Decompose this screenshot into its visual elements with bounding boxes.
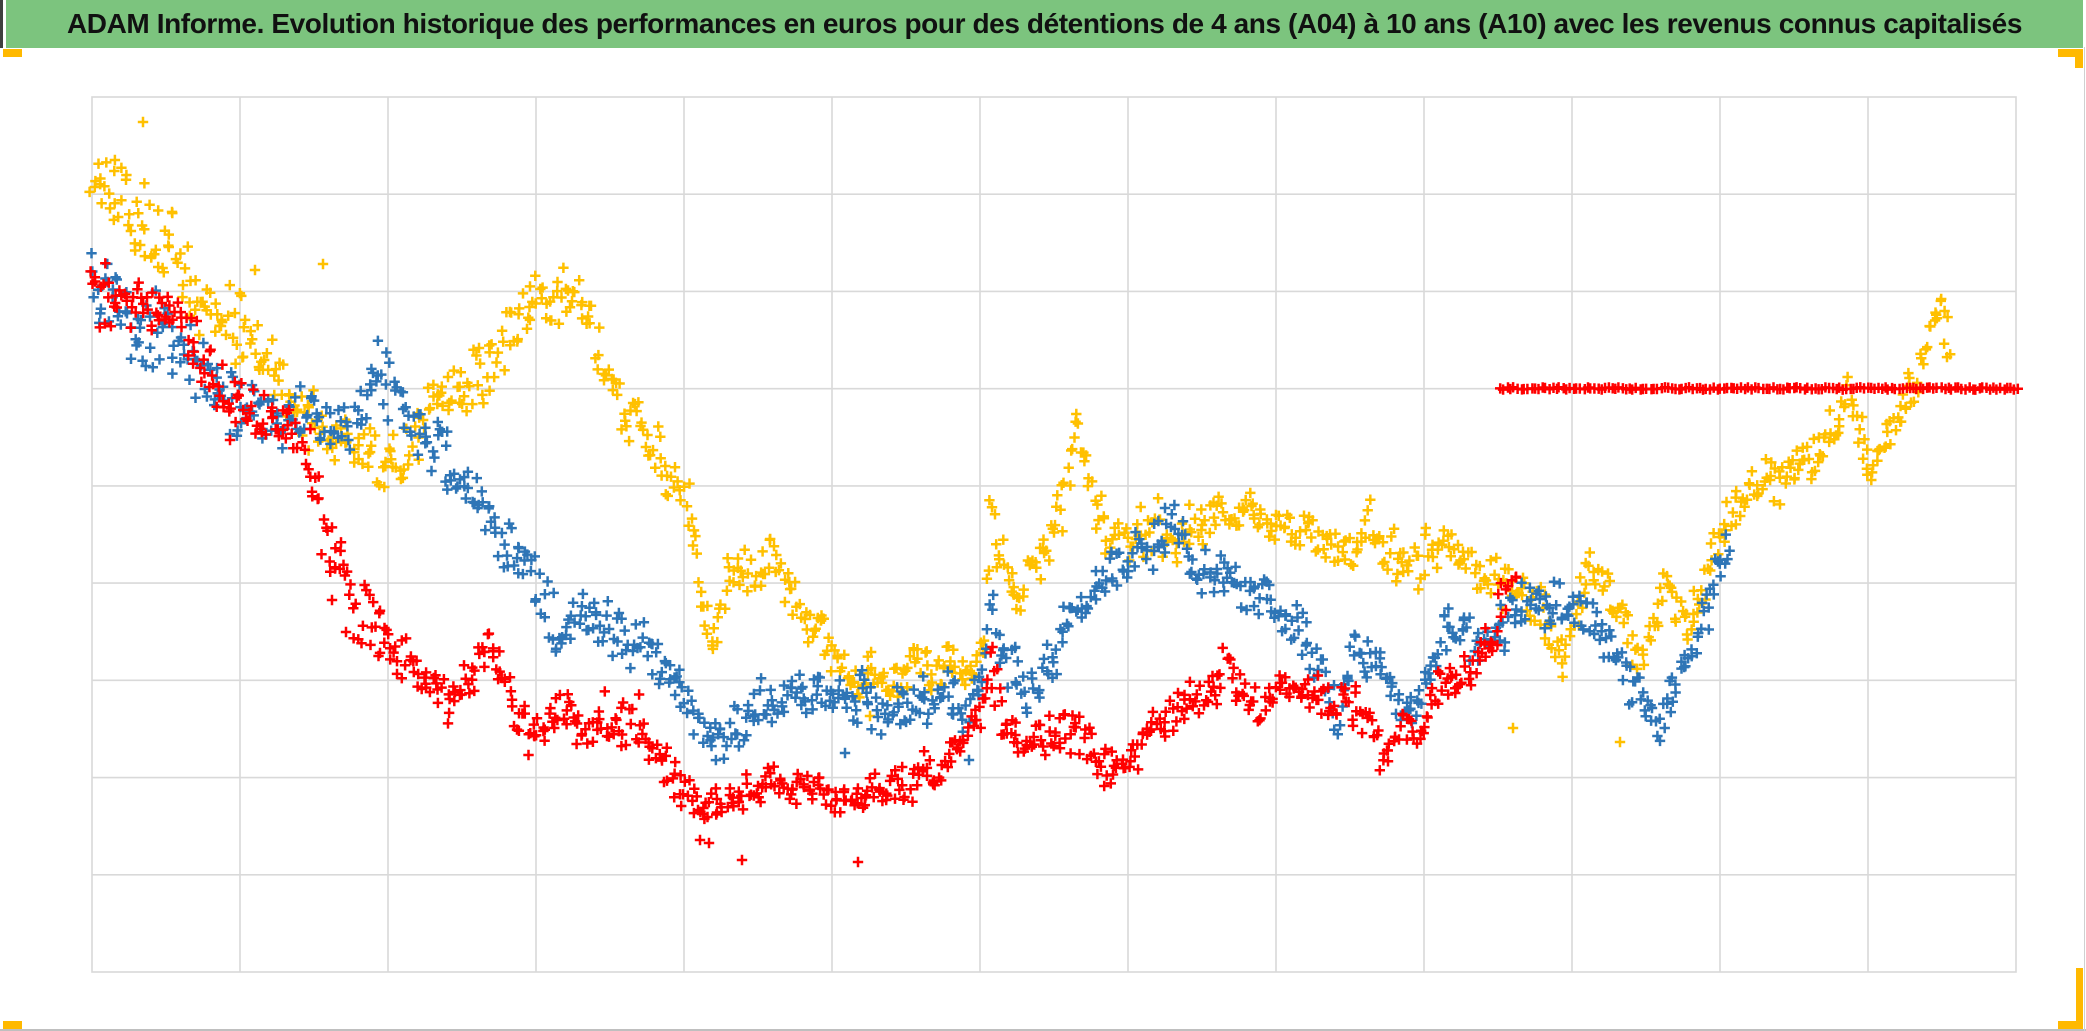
selection-handle-top-left[interactable] — [3, 49, 22, 57]
series-red — [85, 258, 2023, 868]
selection-handle-bottom-right[interactable] — [2076, 968, 2083, 1025]
series-gold — [84, 116, 1956, 748]
plot-area-border — [91, 96, 2017, 973]
title-bar: ADAM Informe. Evolution historique des p… — [6, 0, 2083, 48]
window-left-edge — [0, 0, 3, 48]
selection-handle-bottom-right[interactable] — [2058, 1021, 2083, 1029]
window-bottom-edge — [0, 1029, 2086, 1031]
selection-handle-bottom-left[interactable] — [3, 1021, 22, 1029]
window-right-edge — [2084, 47, 2085, 1031]
selection-handle-top-right[interactable] — [2058, 49, 2083, 57]
selection-handle-top-right[interactable] — [2075, 49, 2083, 68]
chart-title: ADAM Informe. Evolution historique des p… — [66, 8, 2023, 39]
